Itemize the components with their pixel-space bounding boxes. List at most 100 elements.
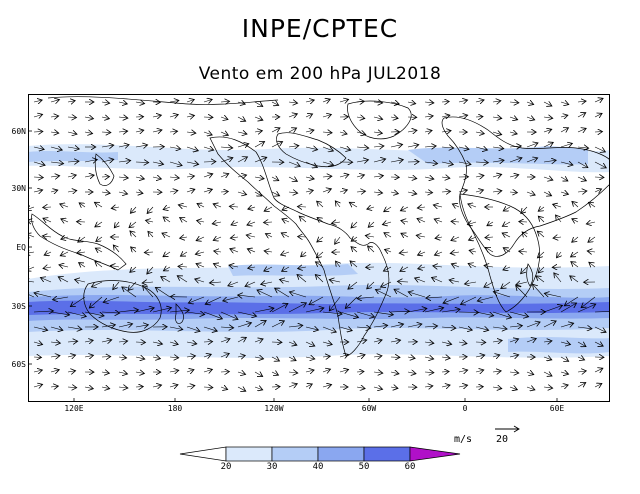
wind-vector-arrow bbox=[426, 297, 443, 298]
wind-vector-arrow bbox=[399, 252, 409, 253]
wind-vector-arrow bbox=[301, 252, 306, 257]
wind-vector-arrow bbox=[538, 207, 545, 211]
wind-vector-arrow bbox=[28, 234, 35, 237]
wind-vector-arrow bbox=[135, 192, 143, 193]
wind-vector-arrow bbox=[538, 266, 545, 273]
wind-vector-arrow bbox=[220, 117, 228, 120]
wind-vector-arrow bbox=[177, 276, 188, 283]
wind-vector-arrow bbox=[432, 277, 443, 283]
wind-vector-arrow bbox=[209, 282, 222, 283]
wind-vector-arrow bbox=[282, 219, 290, 222]
wind-vector-arrow bbox=[254, 157, 267, 163]
wind-vector-arrow bbox=[433, 205, 443, 207]
wind-vector-arrow bbox=[84, 160, 97, 163]
wind-vector-arrow bbox=[169, 385, 178, 387]
wind-vector-arrow bbox=[114, 221, 119, 228]
wind-vector-arrow bbox=[519, 251, 528, 252]
wind-vector-arrow bbox=[220, 387, 228, 390]
wind-vector-arrow bbox=[537, 251, 545, 258]
wind-vector-arrow bbox=[288, 342, 297, 345]
wind-vector-arrow bbox=[418, 267, 426, 269]
wind-vector-arrow bbox=[213, 264, 222, 267]
wind-vector-arrow bbox=[543, 117, 553, 118]
wind-vector-arrow bbox=[50, 356, 60, 357]
wind-vector-arrow bbox=[67, 175, 76, 177]
wind-vector-arrow bbox=[271, 128, 280, 132]
wind-vector-arrow bbox=[461, 296, 477, 305]
wind-vector-arrow bbox=[458, 162, 471, 165]
wind-vector-arrow bbox=[28, 267, 35, 271]
wind-vector-arrow bbox=[509, 117, 518, 120]
wind-vector-arrow bbox=[373, 102, 383, 103]
wind-vector-arrow bbox=[560, 162, 573, 165]
wind-vector-arrow bbox=[484, 265, 494, 267]
wind-vector-arrow bbox=[213, 204, 222, 207]
wind-vector-arrow bbox=[203, 189, 212, 192]
wind-vector-arrow bbox=[254, 387, 263, 390]
lon-label-120e: 120E bbox=[64, 404, 84, 413]
wind-vector-arrow bbox=[254, 372, 263, 377]
wind-vector-arrow bbox=[237, 102, 245, 104]
wind-vector-arrow bbox=[186, 132, 196, 133]
scale-tick-60: 60 bbox=[404, 462, 416, 472]
wind-vector-arrow bbox=[315, 275, 324, 283]
wind-vector-arrow bbox=[382, 222, 392, 225]
unit-label: m/s bbox=[454, 434, 473, 445]
wind-vector-arrow bbox=[492, 340, 502, 342]
wind-vector-arrow bbox=[356, 311, 375, 317]
wind-vector-arrow bbox=[322, 326, 336, 332]
wind-vector-arrow bbox=[577, 161, 588, 168]
wind-vector-arrow bbox=[373, 117, 383, 119]
wind-vector-arrow bbox=[118, 324, 133, 327]
wind-vector-arrow bbox=[468, 263, 477, 267]
wind-vector-arrow bbox=[101, 117, 109, 119]
wind-vector-arrow bbox=[53, 297, 69, 300]
wind-vector-arrow bbox=[186, 100, 194, 103]
wind-vector-arrow bbox=[305, 130, 314, 132]
wind-vector-arrow bbox=[280, 279, 290, 282]
wind-vector-arrow bbox=[220, 132, 228, 135]
wind-vector-arrow bbox=[475, 342, 486, 343]
wind-vector-arrow bbox=[305, 384, 312, 387]
wind-vector-arrow bbox=[254, 131, 262, 132]
wind-vector-arrow bbox=[458, 342, 467, 344]
wind-vector-arrow bbox=[560, 128, 569, 132]
wind-vector-arrow bbox=[161, 277, 171, 283]
wind-vector-arrow bbox=[401, 221, 409, 223]
wind-vector-arrow bbox=[441, 162, 453, 165]
wind-vector-arrow bbox=[451, 237, 460, 241]
wind-vector-arrow bbox=[485, 247, 494, 252]
wind-vector-arrow bbox=[33, 311, 54, 312]
wind-vector-arrow bbox=[135, 162, 149, 163]
wind-vector-arrow bbox=[180, 237, 188, 238]
wind-vector-arrow bbox=[543, 341, 552, 342]
wind-vector-arrow bbox=[424, 116, 433, 117]
wind-vector-arrow bbox=[351, 247, 358, 253]
wind-vector-arrow bbox=[43, 218, 52, 222]
wind-vector-arrow bbox=[407, 372, 416, 374]
wind-vector-arrow bbox=[526, 143, 538, 147]
wind-vector-arrow bbox=[373, 192, 383, 193]
wind-vector-arrow bbox=[390, 192, 398, 194]
wind-vector-arrow bbox=[501, 281, 511, 289]
wind-vector-arrow bbox=[322, 189, 331, 192]
wind-vector-arrow bbox=[492, 174, 502, 177]
wind-vector-arrow bbox=[492, 371, 501, 372]
wind-vector-arrow bbox=[228, 282, 239, 286]
wind-vector-arrow bbox=[229, 206, 239, 207]
wind-vector-arrow bbox=[50, 342, 60, 343]
wind-vector-arrow bbox=[58, 277, 69, 283]
wind-vector-arrow bbox=[373, 159, 386, 162]
wind-vector-arrow bbox=[594, 384, 602, 388]
wind-vector-arrow bbox=[118, 192, 128, 194]
wind-vector-arrow bbox=[441, 101, 449, 102]
wind-vector-arrow bbox=[543, 160, 556, 162]
wind-vector-arrow bbox=[163, 267, 171, 271]
reference-arrow-icon bbox=[495, 425, 520, 433]
scale-tick-20: 20 bbox=[220, 462, 232, 472]
wind-vector-arrow bbox=[230, 249, 239, 252]
wind-vector-arrow bbox=[143, 285, 154, 298]
wind-vector-arrow bbox=[572, 201, 579, 208]
wind-vector-arrow bbox=[407, 102, 416, 104]
wind-vector-arrow bbox=[67, 147, 79, 149]
